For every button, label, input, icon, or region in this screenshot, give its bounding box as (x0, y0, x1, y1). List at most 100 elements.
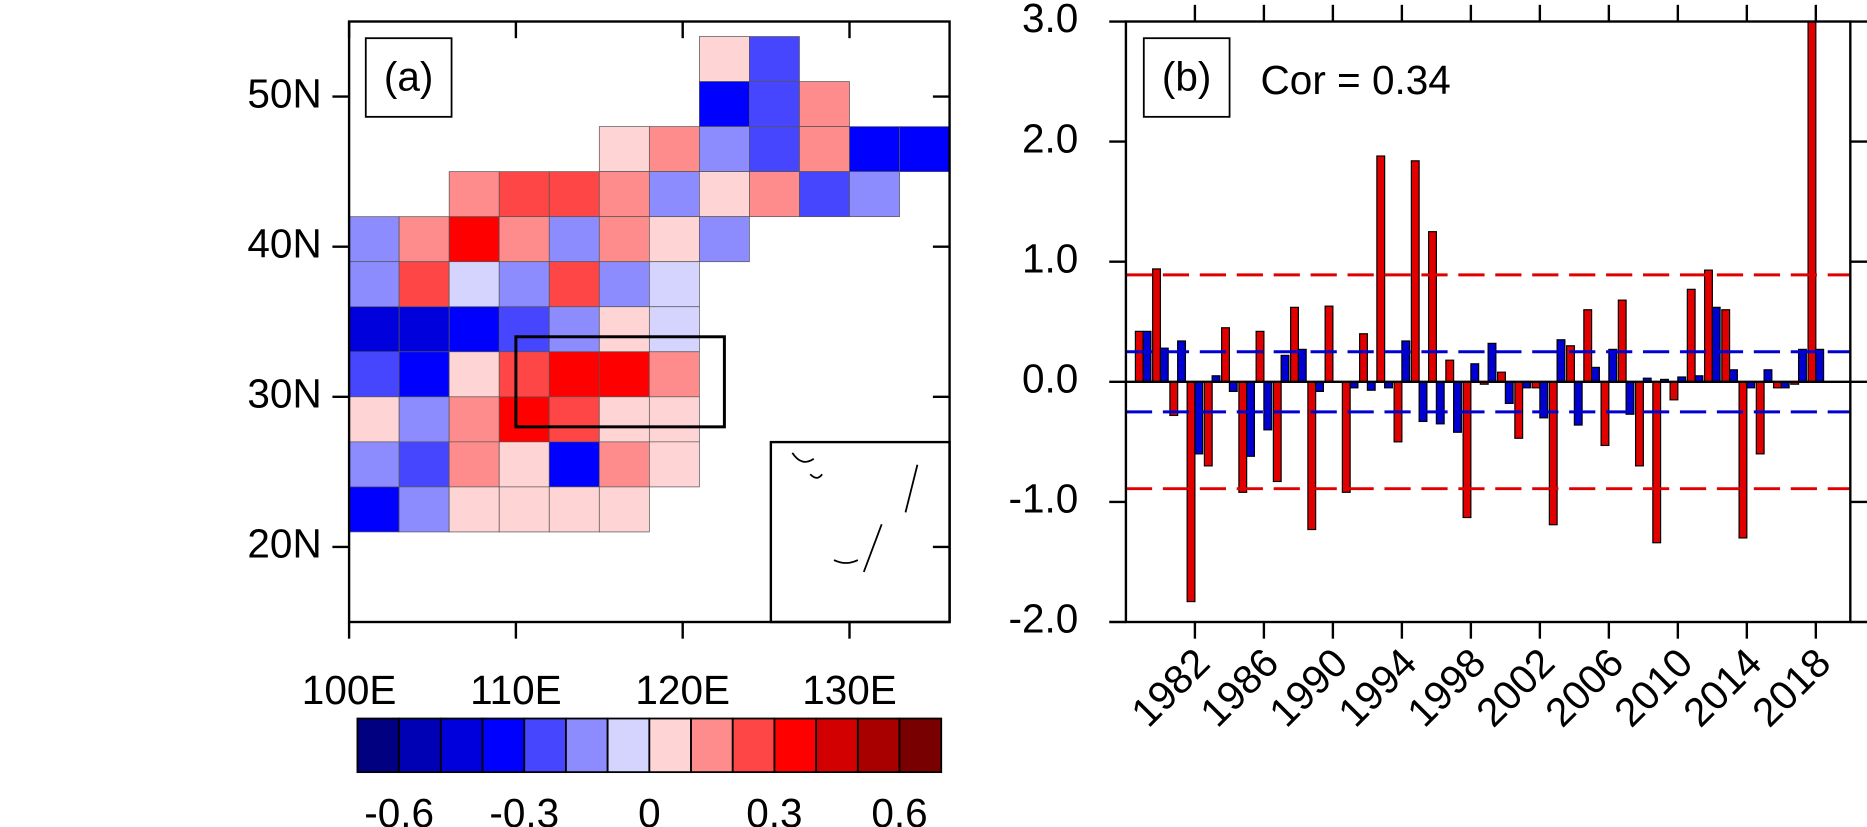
y-tick-label: 30N (247, 371, 321, 417)
x-tick-label: 110E (470, 667, 562, 713)
colorbar-label: 0.3 (746, 790, 802, 827)
grid-cell (699, 36, 750, 82)
grid-cell (849, 171, 900, 218)
bar (1815, 348, 1825, 383)
bar (1428, 231, 1437, 383)
y-tick-label: 1.0 (1022, 235, 1078, 281)
grid-cell (749, 81, 800, 127)
x-tick-label: 2002 (1467, 639, 1563, 735)
grid-cell (348, 261, 400, 308)
grid-cell (398, 396, 450, 443)
x-tick-label: 130E (802, 667, 897, 713)
map-frame (347, 20, 951, 624)
bar (1686, 288, 1696, 383)
grid-cell (498, 261, 550, 308)
x-tick-label: 1994 (1329, 639, 1425, 735)
bar (1238, 381, 1248, 493)
panel-label-box (1142, 37, 1231, 118)
bar (1152, 268, 1162, 383)
y-tick-label: 0.0 (1022, 356, 1078, 402)
bar (1797, 348, 1807, 383)
x-tick-label: 100E (302, 667, 397, 713)
bar (1487, 342, 1497, 383)
grid-cell (598, 441, 650, 488)
grid-cell (699, 171, 750, 218)
grid-cell (699, 126, 750, 172)
bar (1497, 371, 1506, 383)
bar (1221, 327, 1231, 383)
grid-cell (348, 306, 400, 353)
grid-cell (498, 216, 550, 263)
x-tick-label: 2014 (1674, 639, 1770, 735)
grid-cell (598, 126, 650, 172)
bar (1177, 340, 1187, 383)
grid-cell (448, 306, 500, 353)
grid-cell (699, 81, 750, 127)
x-tick-label: 1986 (1191, 639, 1287, 735)
bar (1556, 339, 1566, 383)
bar (1194, 381, 1204, 455)
grid-cell (648, 261, 700, 308)
colorbar-box (523, 717, 567, 774)
bar (1142, 330, 1152, 383)
bar (1203, 381, 1213, 467)
bar (1315, 381, 1325, 393)
annotation: Cor = 0.34 (1261, 57, 1451, 103)
colorbar-box (565, 717, 609, 774)
bar (1738, 381, 1748, 539)
bar (1462, 381, 1472, 519)
grid-cell (348, 351, 400, 398)
grid-cell (398, 441, 450, 488)
x-tick-label: 2018 (1743, 639, 1839, 735)
plot-frame (1124, 20, 1852, 624)
bar (1435, 381, 1445, 425)
bar (1625, 381, 1635, 415)
bar (1401, 340, 1411, 383)
grid-cell (498, 306, 550, 353)
bar (1721, 309, 1731, 383)
region-box (514, 335, 726, 429)
colorbar-box (439, 717, 484, 774)
panel-label: (a) (384, 54, 434, 100)
bar (1583, 309, 1593, 383)
colorbar-label: 0.6 (871, 790, 927, 827)
grid-cell (398, 486, 450, 533)
y-tick-label: -2.0 (1008, 596, 1078, 642)
grid-cell (348, 396, 400, 443)
grid-cell (648, 126, 700, 172)
grid-cell (598, 261, 650, 308)
x-tick-label: 1990 (1260, 639, 1356, 735)
bar (1255, 330, 1265, 383)
bar (1366, 381, 1376, 391)
bar (1711, 306, 1721, 383)
bar (1410, 160, 1420, 383)
grid-cell (648, 306, 700, 353)
panel-label-box (364, 37, 453, 118)
bar (1470, 363, 1480, 383)
y-tick-label: 50N (247, 70, 321, 116)
bar (1755, 381, 1765, 455)
colorbar-box (773, 717, 818, 774)
bar (1280, 354, 1290, 383)
bar (1297, 348, 1307, 383)
colorbar-box (606, 717, 651, 774)
grid-cell (648, 171, 700, 218)
grid-cell (398, 261, 450, 308)
grid-cell (548, 261, 600, 308)
y-tick-label: 3.0 (1022, 0, 1078, 41)
grid-cell (348, 216, 400, 263)
grid-cell (598, 306, 650, 353)
grid-cell (749, 171, 800, 218)
grid-cell (448, 171, 500, 218)
grid-cell (348, 441, 400, 488)
inset-coast (791, 452, 919, 573)
y-tick-label: 40N (247, 220, 321, 266)
bar (1453, 381, 1462, 433)
bar (1573, 381, 1583, 426)
grid-cell (648, 216, 700, 263)
grid-cell (448, 486, 500, 533)
grid-cell (648, 396, 700, 443)
colorbar-box (856, 717, 901, 774)
grid-cell (498, 486, 550, 533)
